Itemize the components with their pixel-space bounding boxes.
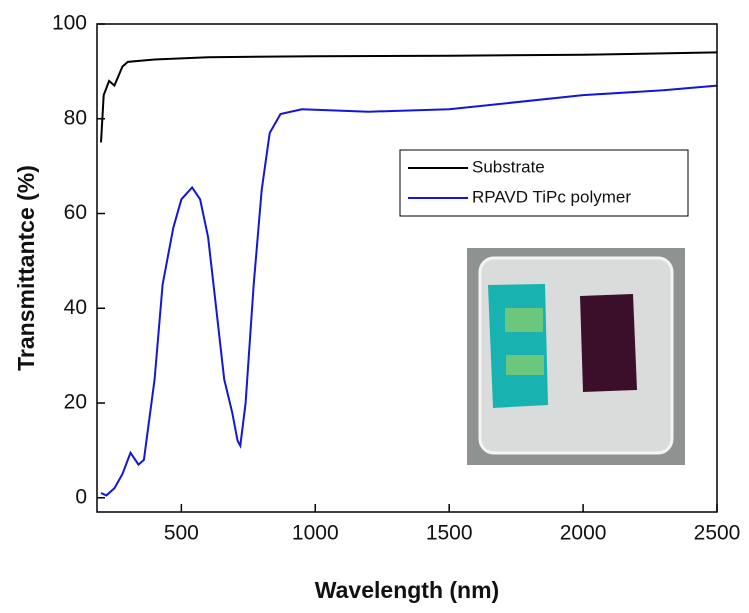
x-tick-label: 500 <box>164 522 199 545</box>
x-tick-label: 2500 <box>694 522 741 545</box>
x-tick-label: 1000 <box>292 522 339 545</box>
x-axis-label: Wavelength (nm) <box>315 577 499 603</box>
legend-box <box>399 149 689 217</box>
series-line <box>100 51 718 143</box>
inset-photo <box>467 248 685 465</box>
y-tick-label: 60 <box>64 201 87 224</box>
slide-patch <box>506 355 544 375</box>
y-axis-label: Transmittantce (%) <box>13 165 39 371</box>
y-tick-label: 80 <box>64 106 87 129</box>
y-tick-label: 20 <box>64 391 87 414</box>
legend-label: RPAVD TiPc polymer <box>472 187 631 206</box>
series-line <box>100 84 718 497</box>
legend-label: Substrate <box>472 157 545 176</box>
y-tick-label: 100 <box>52 12 87 35</box>
slide-patch <box>505 308 543 332</box>
purple-slide <box>580 294 637 392</box>
plot-frame <box>96 23 718 513</box>
x-tick-label: 1500 <box>426 522 473 545</box>
x-tick-label: 2000 <box>560 522 607 545</box>
y-tick-label: 40 <box>64 296 87 319</box>
cyan-slide <box>488 284 548 408</box>
y-tick-label: 0 <box>75 485 87 508</box>
